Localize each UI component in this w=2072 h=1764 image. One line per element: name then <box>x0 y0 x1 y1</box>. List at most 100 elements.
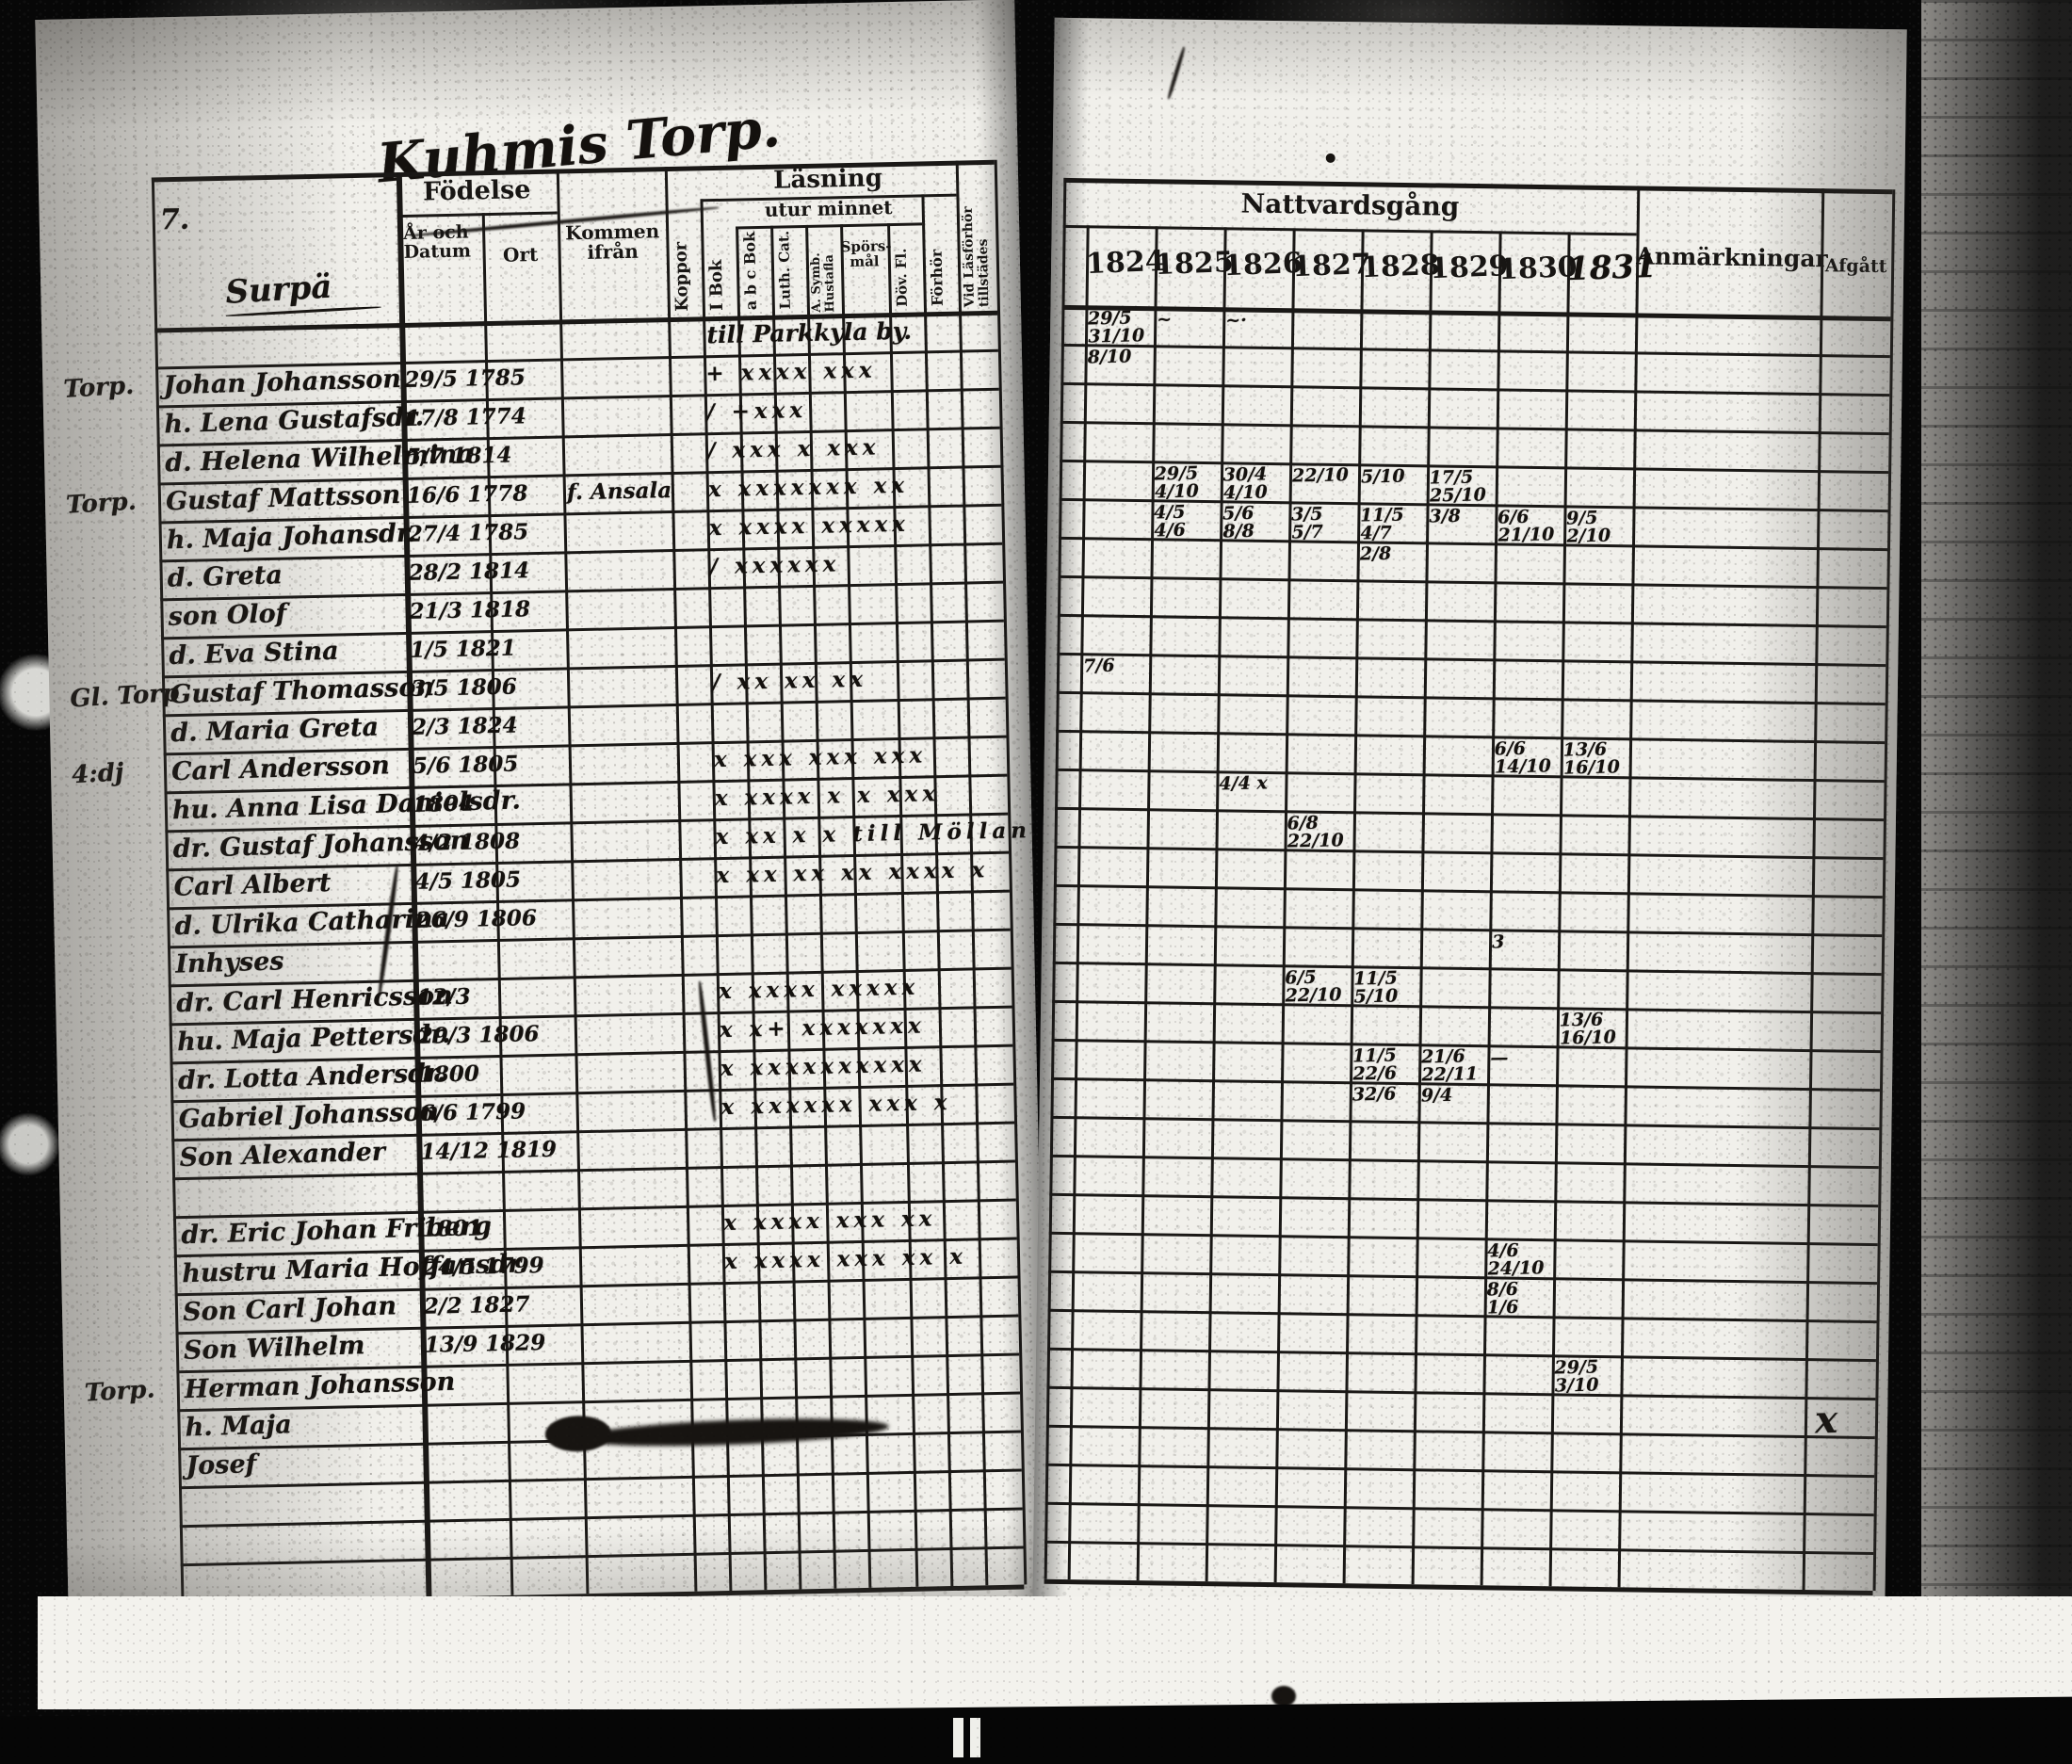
row-line <box>1056 690 1886 706</box>
communion-entry: 30/4 4/10 <box>1222 463 1268 504</box>
row-margin-note: Torp. <box>65 487 138 520</box>
row-line <box>1048 1270 1878 1286</box>
column-header-nattvardsgang: Nattvardsgång <box>1240 187 1460 222</box>
birth-date: 1/5 1821 <box>410 635 517 663</box>
left-page: 7. Kuhmis Torp. Surpä Födelse År och Datu… <box>35 0 1048 1621</box>
year-column-header: 1830 <box>1497 251 1578 287</box>
person-name: dr. Gustaf Johansson <box>172 825 469 865</box>
grid-vline <box>1617 186 1641 1588</box>
birth-date: 24/5 1799 <box>422 1253 544 1281</box>
reading-marks: x xxxxxxxxxx <box>720 1051 927 1082</box>
person-name: hu. Maja Pettersdr. <box>176 1019 451 1058</box>
frame-marker-bar <box>970 1718 980 1757</box>
person-name: Gustaf Mattsson <box>165 479 401 517</box>
grid-vline <box>1872 189 1896 1592</box>
row-line <box>1054 845 1884 861</box>
birth-date: 14/12 1819 <box>420 1136 558 1165</box>
communion-entry: 29/5 4/10 <box>1154 462 1199 503</box>
row-margin-note: Torp. <box>84 1375 156 1408</box>
communion-entry: ~· <box>1225 310 1248 332</box>
birth-date: 4/2 1808 <box>413 828 521 856</box>
person-name: Son Wilhelm <box>183 1331 365 1366</box>
person-name: h. Maja <box>185 1410 293 1443</box>
birth-date: 5/6 1805 <box>412 751 519 779</box>
row-line <box>1049 1192 1879 1208</box>
right-table: Nattvardsgång Anmärkningar Afgått 1824 1825 1… <box>1044 18 1907 1596</box>
row-line <box>1060 420 1889 436</box>
year-column-header: 1831 <box>1566 247 1658 289</box>
communion-entry: 4/4 x <box>1219 772 1268 795</box>
person-name: h. Maja Johansdr. <box>166 518 417 556</box>
kommen-ifran-entry: f. Ansala <box>566 477 672 506</box>
reading-marks: / xx xx xx <box>711 666 868 696</box>
birth-date: 4/5 1805 <box>414 866 522 895</box>
row-line <box>1047 1308 1877 1324</box>
fodelse-underline <box>397 211 558 218</box>
column-header-afgatt: Afgått <box>1824 255 1887 278</box>
reading-marks: x xx x x till Möllan <box>715 817 1032 850</box>
communion-entry: 4/5 4/6 <box>1153 501 1187 542</box>
column-header-sporsmal: Spörs-mål <box>840 237 892 270</box>
communion-entry: 29/5 31/10 <box>1087 307 1145 348</box>
row-inscription: till Parkkyla by. <box>706 316 913 349</box>
left-table: Födelse År och Datum Ort Kommen ifrån Läsnin… <box>35 0 1031 1608</box>
reading-marks: x xxxx xxx xx x <box>723 1243 968 1275</box>
reading-marks: + xxxx xxx <box>705 357 877 387</box>
person-name: Gabriel Johansson <box>178 1097 440 1135</box>
reading-marks: x xxx xxx xxx <box>713 742 928 773</box>
birth-date: 16/6 1778 <box>406 480 528 509</box>
communion-entry: 9/4 <box>1420 1084 1453 1107</box>
communion-entry: 6/6 14/10 <box>1494 737 1552 778</box>
communion-entry: 17/5 25/10 <box>1429 466 1487 507</box>
row-line <box>1046 1385 1876 1401</box>
row-line <box>1055 806 1884 822</box>
year-column-header: 1828 <box>1360 249 1441 285</box>
communion-entry: 5/6 8/8 <box>1222 502 1255 542</box>
communion-entry: 29/5 3/10 <box>1554 1356 1599 1397</box>
row-line <box>1044 1578 1873 1596</box>
column-header-koppor: Koppor <box>671 241 692 312</box>
grid-vline <box>1044 177 1067 1579</box>
birth-date: 28/2 1814 <box>408 558 530 586</box>
birth-date: 3/5 1806 <box>410 673 517 702</box>
communion-entry: 2/8 <box>1359 542 1392 565</box>
person-name: Johan Johansson <box>163 364 402 401</box>
communion-entry: 9/5 2/10 <box>1565 507 1611 547</box>
column-header-abc-bok: a b c Bok <box>740 231 760 311</box>
communion-entry: — <box>1490 1047 1509 1069</box>
row-line <box>1055 768 1885 784</box>
grid-vline <box>1480 231 1502 1586</box>
communion-entry: 13/6 16/10 <box>1559 1009 1617 1049</box>
reading-marks: x xx xx xx xxxx x <box>716 857 990 889</box>
column-header-luth-cat: Luth. Cat. <box>775 230 794 310</box>
row-line <box>1044 1540 1874 1556</box>
year-column-header: 1829 <box>1429 250 1510 286</box>
reading-marks: x x+ xxxxxxx <box>719 1012 926 1044</box>
grid-vline <box>1067 225 1090 1580</box>
communion-entry: 22/10 <box>1291 464 1350 487</box>
row-line <box>1045 1463 1875 1479</box>
row-margin-note: 4:dj <box>71 758 125 790</box>
column-header-lasning: Läsning <box>772 164 883 195</box>
communion-entry: 11/5 5/10 <box>1352 967 1399 1008</box>
communion-entry: ~ <box>1157 309 1173 331</box>
communion-entry: 6/5 22/10 <box>1285 966 1342 1007</box>
row-margin-note: Torp. <box>62 371 135 404</box>
reading-marks: x xxxx xxx xx <box>722 1206 937 1237</box>
column-header-dov-fl: Döv. Fl. <box>892 248 911 308</box>
communion-entry: 8/6 1/6 <box>1486 1278 1519 1319</box>
row-line <box>1050 1115 1880 1131</box>
communion-entry: 6/8 22/10 <box>1287 812 1344 852</box>
birth-date: 2/3 1824 <box>411 712 518 740</box>
person-name: d. Helena Wilhelmina <box>164 439 475 478</box>
column-header-vid-lasforhor: Vid Läsförhör tillstädes <box>960 206 993 308</box>
column-header-utur-minnet: utur minnet <box>764 196 893 221</box>
row-line <box>1053 922 1883 938</box>
person-name: Son Alexander <box>179 1137 386 1173</box>
person-name: d. Greta <box>167 560 283 593</box>
communion-entry: 11/5 4/7 <box>1359 504 1404 544</box>
reading-marks: x xxxxxx xxx x <box>720 1089 952 1121</box>
communion-entry: 32/6 <box>1352 1083 1397 1106</box>
year-column-header: 1827 <box>1291 248 1372 284</box>
